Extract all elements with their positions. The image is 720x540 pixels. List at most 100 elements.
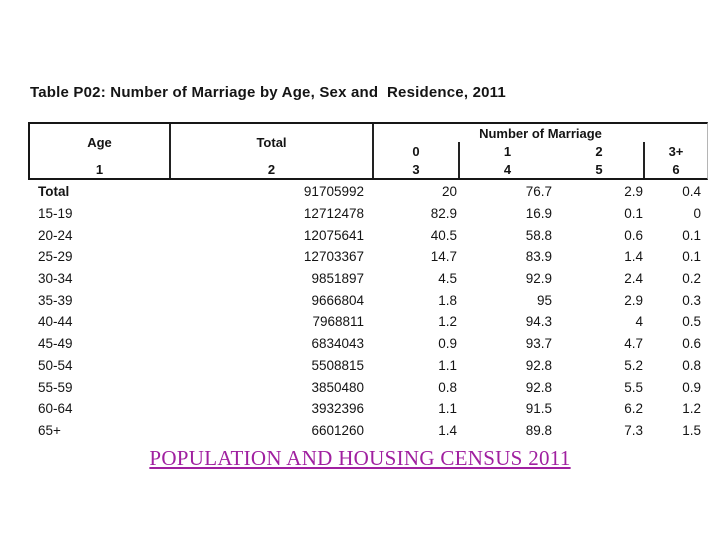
cell-marriage-0: 1.4 <box>438 422 457 438</box>
cell-marriage-0: 0.9 <box>438 336 457 352</box>
table-row: 60-64 3932396 1.1 91.5 6.2 1.2 <box>30 398 708 420</box>
cell-marriage-3: 0.8 <box>682 357 701 373</box>
cell-marriage-3: 0.4 <box>682 184 701 200</box>
cell-marriage-2: 5.5 <box>624 379 643 395</box>
cell-age: 35-39 <box>38 292 73 308</box>
cell-marriage-2: 0.1 <box>624 206 643 222</box>
cell-total: 3932396 <box>311 401 364 417</box>
cell-marriage-1: 83.9 <box>525 249 552 265</box>
cell-marriage-2: 7.3 <box>624 422 643 438</box>
cell-marriage-1: 92.8 <box>525 379 552 395</box>
cell-marriage-2: 4.7 <box>624 336 643 352</box>
cell-marriage-1: 58.8 <box>525 227 552 243</box>
marriage-table: Age Total Number of Marriage 0 1 2 3+ 1 … <box>28 122 708 441</box>
cell-marriage-0: 1.2 <box>438 314 457 330</box>
cell-marriage-0: 82.9 <box>430 206 457 222</box>
cell-total: 7968811 <box>312 314 364 330</box>
cell-marriage-3: 1.2 <box>682 401 701 417</box>
cell-marriage-1: 89.8 <box>525 422 552 438</box>
cell-marriage-0: 1.1 <box>438 357 457 373</box>
cell-age: 40-44 <box>38 314 73 330</box>
header-sub-0: 0 <box>374 142 460 160</box>
header-colnum-1: 1 <box>30 160 171 178</box>
table-row: 50-54 5508815 1.1 92.8 5.2 0.8 <box>30 355 708 377</box>
cell-total: 6834043 <box>311 336 364 352</box>
cell-marriage-0: 20 <box>441 184 457 200</box>
cell-marriage-2: 1.4 <box>624 249 643 265</box>
cell-marriage-3: 0.3 <box>682 292 701 308</box>
cell-marriage-2: 6.2 <box>624 401 643 417</box>
cell-marriage-2: 4 <box>635 314 643 330</box>
header-sub-1: 1 <box>503 143 512 159</box>
cell-age: Total <box>38 184 70 200</box>
header-sub-3plus: 3+ <box>668 143 684 159</box>
cell-age: 20-24 <box>38 227 73 243</box>
cell-marriage-1: 16.9 <box>525 206 552 222</box>
cell-marriage-1: 94.3 <box>525 314 552 330</box>
table-row: 15-19 12712478 82.9 16.9 0.1 0 <box>30 203 708 225</box>
cell-marriage-3: 1.5 <box>682 422 701 438</box>
table-row: 35-39 9666804 1.8 95 2.9 0.3 <box>30 289 708 311</box>
header-colnum-2: 2 <box>171 160 374 178</box>
header-colnum-3: 3 <box>374 160 460 178</box>
cell-marriage-3: 0.1 <box>682 249 701 265</box>
cell-total: 9851897 <box>311 271 364 287</box>
cell-marriage-3: 0.6 <box>682 336 701 352</box>
table-row: 30-34 9851897 4.5 92.9 2.4 0.2 <box>30 268 708 290</box>
cell-marriage-2: 5.2 <box>624 357 643 373</box>
cell-marriage-0: 1.1 <box>438 401 457 417</box>
table-title: Table P02: Number of Marriage by Age, Se… <box>30 84 506 101</box>
cell-age: 30-34 <box>38 271 73 287</box>
cell-marriage-1: 95 <box>536 292 552 308</box>
table-row: 45-49 6834043 0.9 93.7 4.7 0.6 <box>30 333 708 355</box>
cell-marriage-0: 0.8 <box>438 379 457 395</box>
census-caption-link[interactable]: POPULATION AND HOUSING CENSUS 2011 <box>149 446 571 470</box>
table-row: 55-59 3850480 0.8 92.8 5.5 0.9 <box>30 376 708 398</box>
cell-total: 3850480 <box>311 379 364 395</box>
header-total: Total <box>171 124 374 160</box>
header-group-number-of-marriage: Number of Marriage <box>479 125 602 141</box>
cell-age: 50-54 <box>38 357 73 373</box>
table-row: Total 91705992 20 76.7 2.9 0.4 <box>30 181 708 203</box>
table-body: Total 91705992 20 76.7 2.9 0.4 15-19 127… <box>28 180 708 441</box>
cell-marriage-0: 40.5 <box>430 227 457 243</box>
caption-row: POPULATION AND HOUSING CENSUS 2011 <box>0 446 720 471</box>
cell-total: 6601260 <box>311 422 364 438</box>
cell-total: 5508815 <box>311 357 364 373</box>
header-colnum-4: 4 <box>503 161 512 177</box>
cell-marriage-2: 0.6 <box>624 227 643 243</box>
cell-age: 25-29 <box>38 249 73 265</box>
table-row: 20-24 12075641 40.5 58.8 0.6 0.1 <box>30 224 708 246</box>
cell-marriage-1: 92.8 <box>525 357 552 373</box>
cell-age: 65+ <box>38 422 61 438</box>
cell-marriage-2: 2.9 <box>624 292 643 308</box>
cell-marriage-3: 0.9 <box>682 379 701 395</box>
cell-marriage-0: 4.5 <box>438 271 457 287</box>
table-row: 40-44 7968811 1.2 94.3 4 0.5 <box>30 311 708 333</box>
cell-total: 12075641 <box>303 227 364 243</box>
cell-marriage-3: 0.5 <box>682 314 701 330</box>
cell-marriage-3: 0.2 <box>682 271 701 287</box>
table-row: 65+ 6601260 1.4 89.8 7.3 1.5 <box>30 420 708 442</box>
cell-marriage-1: 93.7 <box>525 336 552 352</box>
cell-age: 45-49 <box>38 336 73 352</box>
header-age: Age <box>30 124 171 160</box>
table-row: 25-29 12703367 14.7 83.9 1.4 0.1 <box>30 246 708 268</box>
cell-marriage-1: 91.5 <box>525 401 552 417</box>
cell-total: 9666804 <box>311 292 364 308</box>
cell-age: 60-64 <box>38 401 73 417</box>
cell-total: 91705992 <box>303 184 364 200</box>
cell-age: 15-19 <box>38 206 73 222</box>
cell-marriage-2: 2.9 <box>624 184 643 200</box>
cell-marriage-1: 92.9 <box>525 271 552 287</box>
header-colnum-5: 5 <box>555 160 645 178</box>
table-header: Age Total Number of Marriage 0 1 2 3+ 1 … <box>28 122 708 180</box>
cell-marriage-2: 2.4 <box>624 271 643 287</box>
cell-marriage-1: 76.7 <box>525 184 552 200</box>
cell-marriage-0: 1.8 <box>438 292 457 308</box>
cell-marriage-3: 0 <box>693 206 701 222</box>
cell-total: 12703367 <box>303 249 364 265</box>
cell-marriage-3: 0.1 <box>682 227 701 243</box>
cell-total: 12712478 <box>303 206 364 222</box>
header-colnum-6: 6 <box>672 161 680 177</box>
